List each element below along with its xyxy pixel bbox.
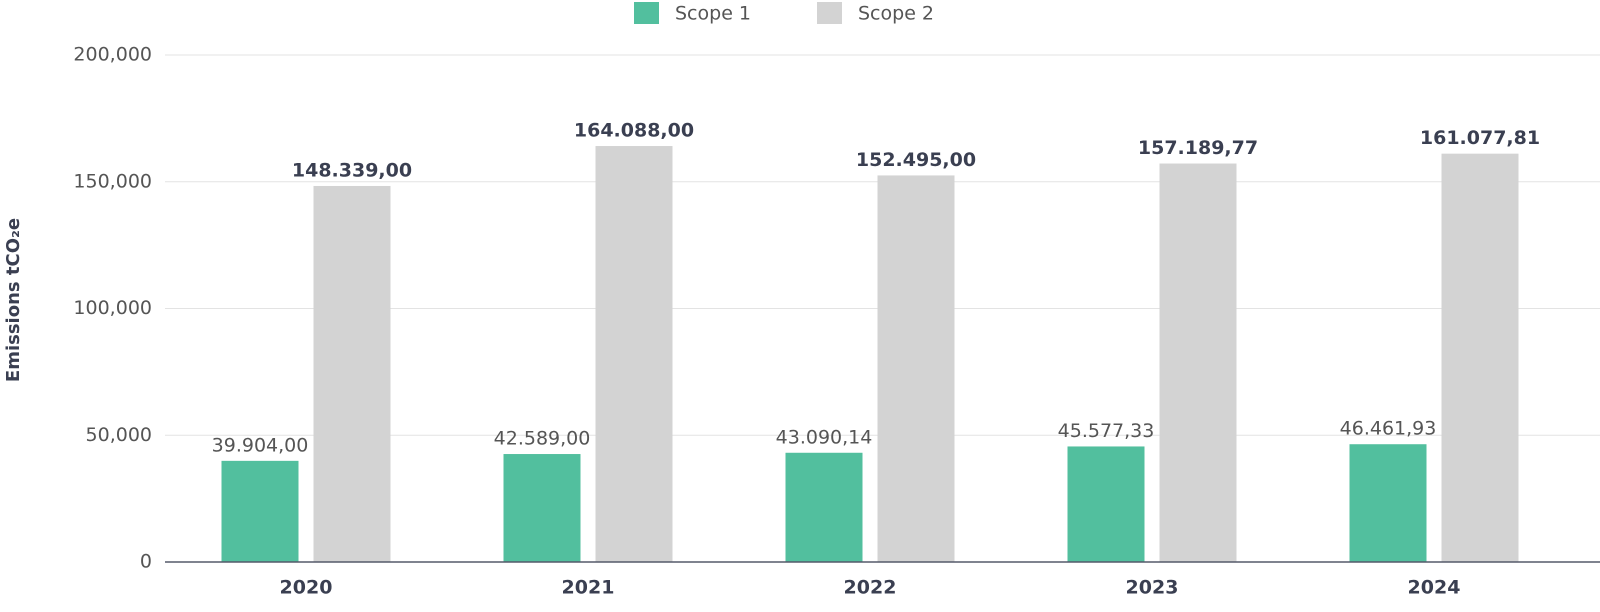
data-label: 39.904,00 xyxy=(212,434,309,456)
bar xyxy=(1067,446,1145,562)
x-tick-label: 2023 xyxy=(1126,577,1179,599)
data-label: 43.090,14 xyxy=(776,426,873,448)
bar xyxy=(503,454,581,562)
bar xyxy=(1159,163,1237,562)
bar xyxy=(785,452,863,562)
legend-swatch xyxy=(634,2,659,24)
y-tick-label: 100,000 xyxy=(73,297,152,319)
x-tick-label: 2024 xyxy=(1408,577,1461,599)
data-label: 148.339,00 xyxy=(292,159,412,181)
legend-label: Scope 2 xyxy=(858,3,934,25)
y-tick-label: 200,000 xyxy=(73,44,152,66)
x-tick-label: 2022 xyxy=(844,577,897,599)
y-tick-label: 50,000 xyxy=(86,424,152,446)
bar xyxy=(877,175,955,562)
bar xyxy=(313,185,391,562)
bar xyxy=(221,460,299,562)
legend-swatch xyxy=(817,2,842,24)
data-label: 164.088,00 xyxy=(574,120,694,142)
data-label: 45.577,33 xyxy=(1058,420,1155,442)
data-label: 42.589,00 xyxy=(494,428,591,450)
y-tick-label: 0 xyxy=(140,551,152,573)
x-tick-label: 2021 xyxy=(562,577,615,599)
x-tick-label: 2020 xyxy=(280,577,333,599)
data-label: 161.077,81 xyxy=(1420,127,1540,149)
bar xyxy=(1441,153,1519,562)
data-label: 157.189,77 xyxy=(1138,137,1258,159)
bar xyxy=(1349,444,1427,562)
data-label: 152.495,00 xyxy=(856,149,976,171)
legend-label: Scope 1 xyxy=(675,3,751,25)
y-axis-title: Emissions tCO₂e xyxy=(3,218,24,382)
bar xyxy=(595,146,673,562)
y-tick-label: 150,000 xyxy=(73,170,152,192)
data-label: 46.461,93 xyxy=(1340,418,1437,440)
